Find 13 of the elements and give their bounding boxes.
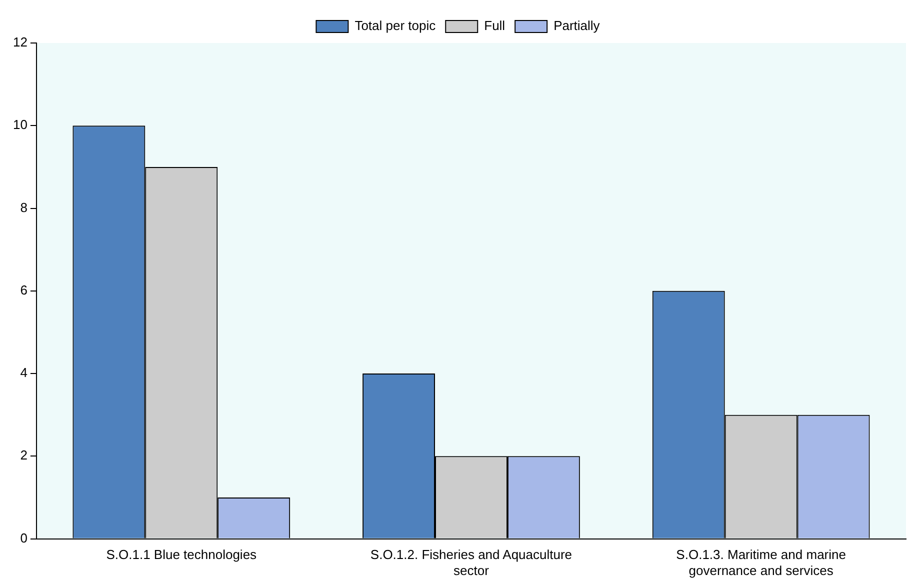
y-tick-label: 6 xyxy=(20,282,28,298)
y-tick-label: 12 xyxy=(12,34,28,50)
x-tick-label: S.O.1.1 Blue technologies xyxy=(106,547,258,562)
y-tick-label: 10 xyxy=(12,117,28,132)
legend-label: Partially xyxy=(554,18,600,34)
x-tick-label: S.O.1.3. Maritime and marine governance and services xyxy=(676,547,846,578)
y-tick-label: 8 xyxy=(20,200,28,215)
y-tick-label: 2 xyxy=(20,448,28,463)
y-tick-label: 0 xyxy=(20,530,28,546)
legend-label: Total per topic xyxy=(354,18,436,34)
y-tick-label: 4 xyxy=(20,365,28,380)
x-tick-label: S.O.1.2. Fisheries and Aquaculture sector xyxy=(370,547,572,578)
legend-label: Full xyxy=(484,18,506,34)
